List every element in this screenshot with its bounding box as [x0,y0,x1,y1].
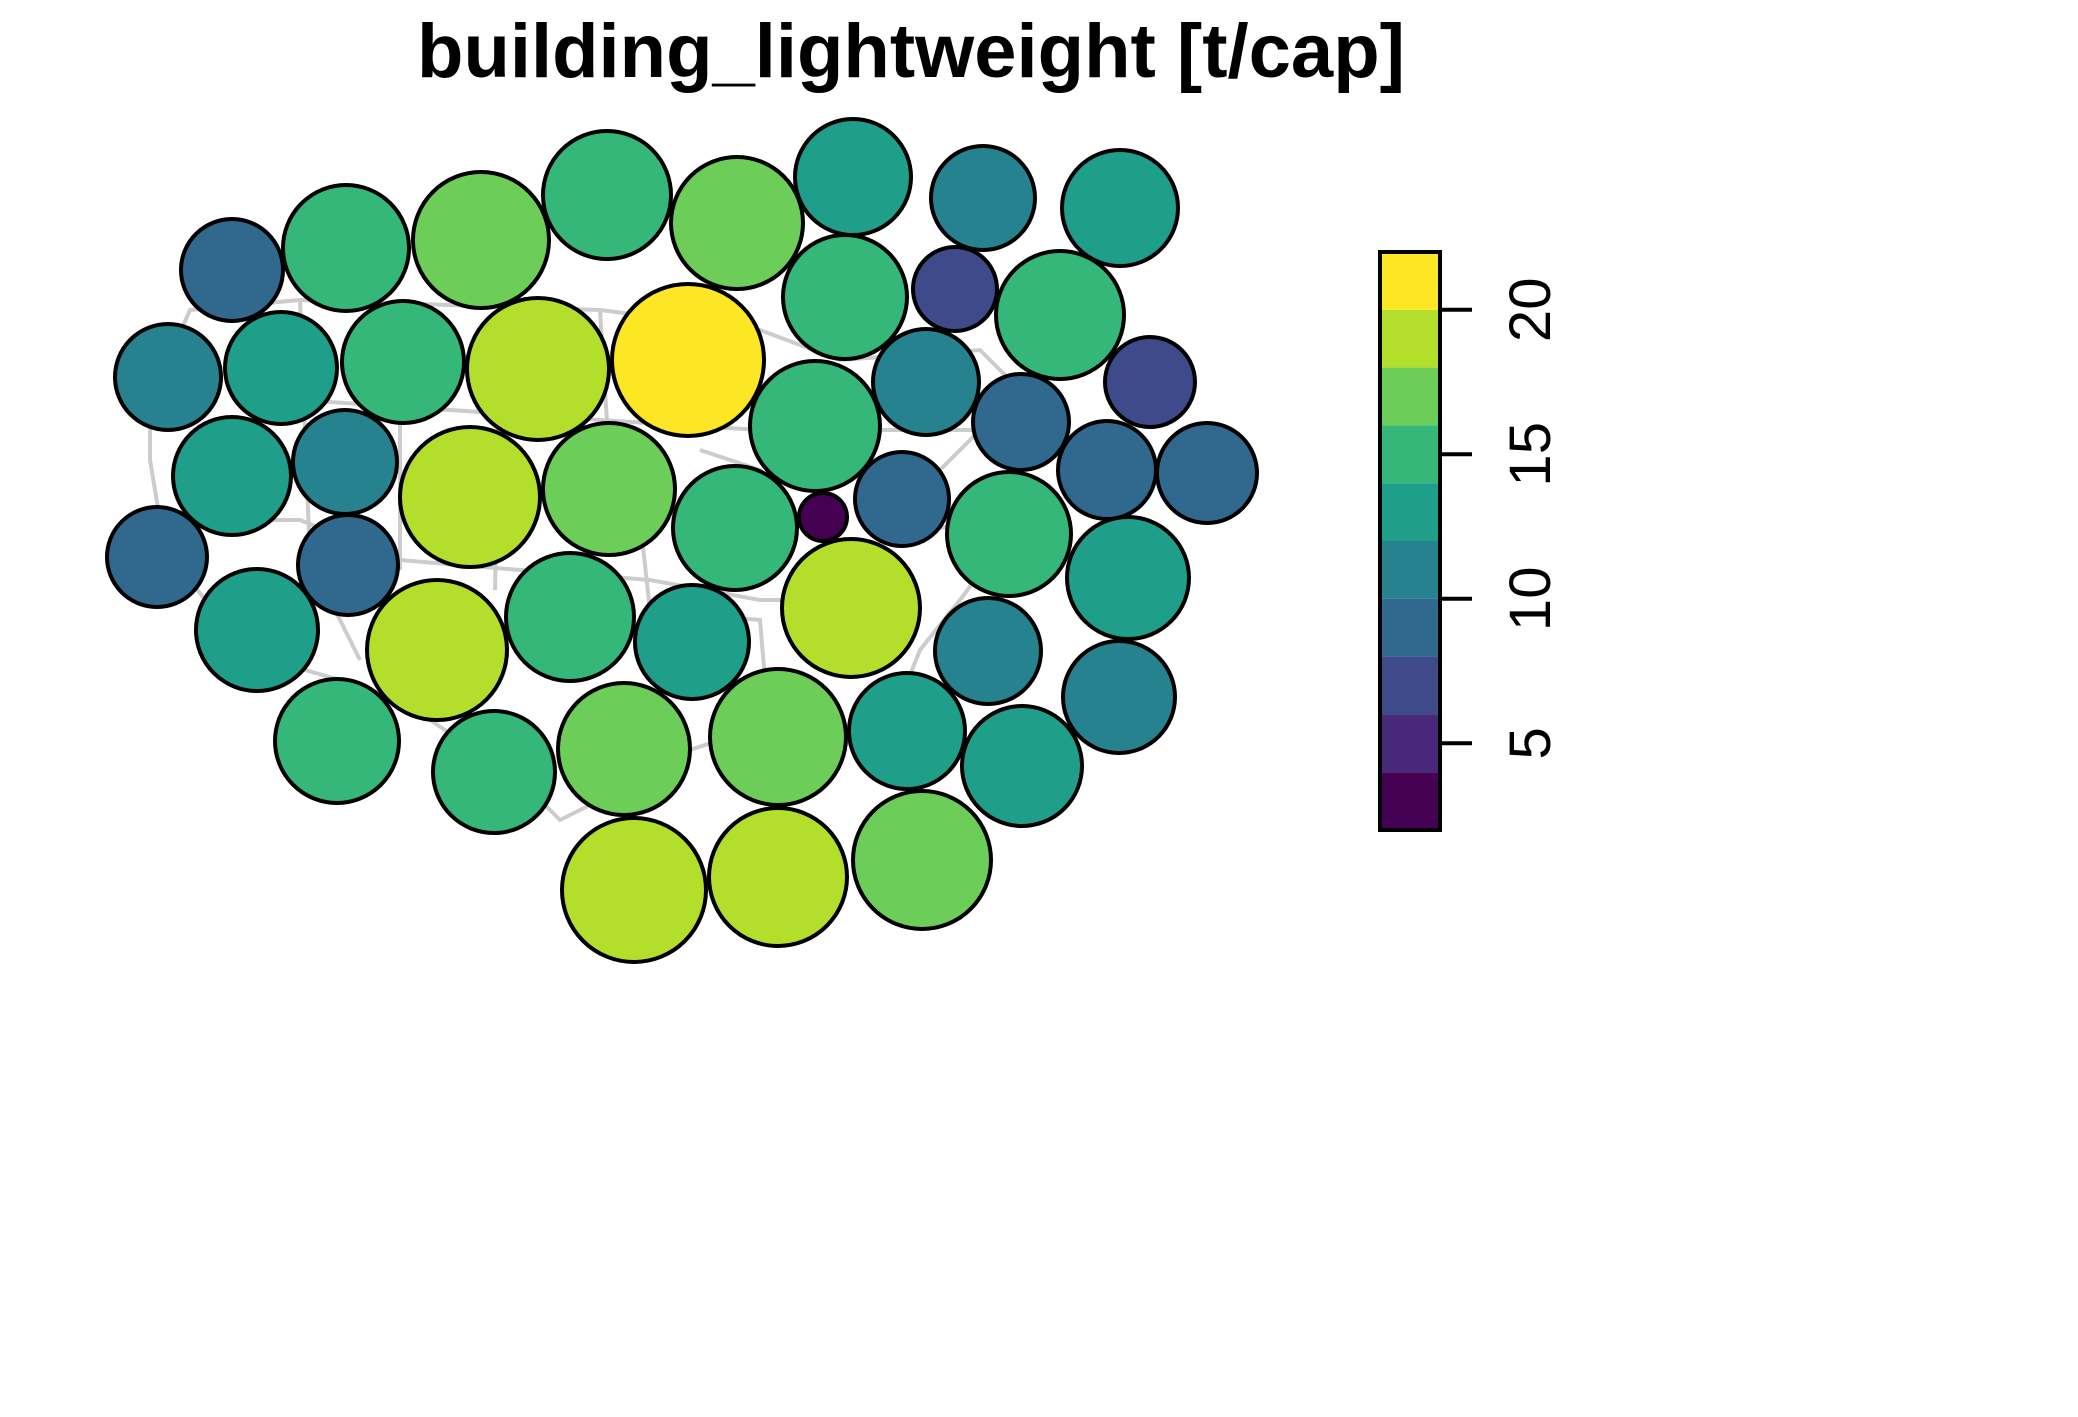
bubble-2 [281,183,411,313]
bubble-29 [853,450,951,548]
bubble-34 [194,567,320,693]
legend-bin-8 [1380,367,1440,426]
bubble-31 [105,505,209,609]
legend-bin-6 [1380,483,1440,541]
bubble-30 [945,470,1073,598]
bubble-32 [296,513,400,617]
legend-bin-9 [1380,309,1440,368]
bubble-1 [179,217,285,323]
legend-bin-5 [1380,541,1440,599]
bubble-14 [340,299,466,425]
bubble-22 [291,408,399,516]
legend-frame [1378,250,1442,832]
chart-title: building_lightweight [t/cap] [417,9,1405,94]
legend-bin-1 [1380,772,1440,830]
bubble-44 [708,667,848,807]
bubble-15 [465,296,611,442]
legend-tick-label: 5 [1498,727,1563,759]
legend-color-bins [1380,252,1440,830]
bubble-6 [793,117,913,237]
bubble-49 [851,789,993,931]
bubble-28 [797,491,849,543]
legend-tick-label: 20 [1498,278,1563,343]
legend-tick-label: 15 [1498,422,1563,487]
bubble-40 [1061,639,1177,755]
legend-bin-10 [1380,252,1440,310]
bubble-23 [398,425,542,569]
bubble-24 [541,421,677,557]
bubble-4 [541,129,673,261]
bubble-48 [707,806,849,948]
bubble-18 [1103,335,1197,429]
bubble-3 [411,170,551,310]
legend-bin-3 [1380,656,1440,715]
bubble-5 [669,155,805,291]
legend-bin-4 [1380,598,1440,657]
bubble-12 [113,322,223,432]
bubble-13 [223,310,339,426]
bubble-16 [610,282,766,438]
bubble-36 [504,551,636,683]
bubble-21 [171,415,293,537]
circles-layer [105,117,1259,964]
legend-bin-2 [1380,714,1440,773]
bubble-26 [1155,421,1259,525]
color-legend: 5 10 15 20 [1378,250,1563,832]
bubble-10 [911,245,999,333]
bubble-41 [273,677,401,805]
bubble-42 [431,709,557,835]
bubble-43 [556,681,692,817]
bubble-39 [933,596,1043,706]
bubble-8 [1060,148,1180,268]
bubble-45 [847,671,967,791]
bubble-25 [1056,419,1158,521]
bubble-9 [781,233,909,361]
bubble-17 [871,327,981,437]
bubble-33 [1065,515,1191,641]
bubble-27 [671,464,799,592]
bubble-47 [560,816,708,964]
legend-ticks: 5 10 15 20 [1440,278,1563,759]
bubble-46 [960,704,1084,828]
bubble-38 [780,537,922,679]
bubble-19 [748,359,882,493]
legend-tick-label: 10 [1498,567,1563,632]
bubble-11 [994,249,1126,381]
bubble-7 [929,144,1037,252]
bubble-20 [971,372,1071,472]
bubble-37 [633,583,751,701]
legend-bin-7 [1380,425,1440,484]
bubble-35 [365,578,509,722]
